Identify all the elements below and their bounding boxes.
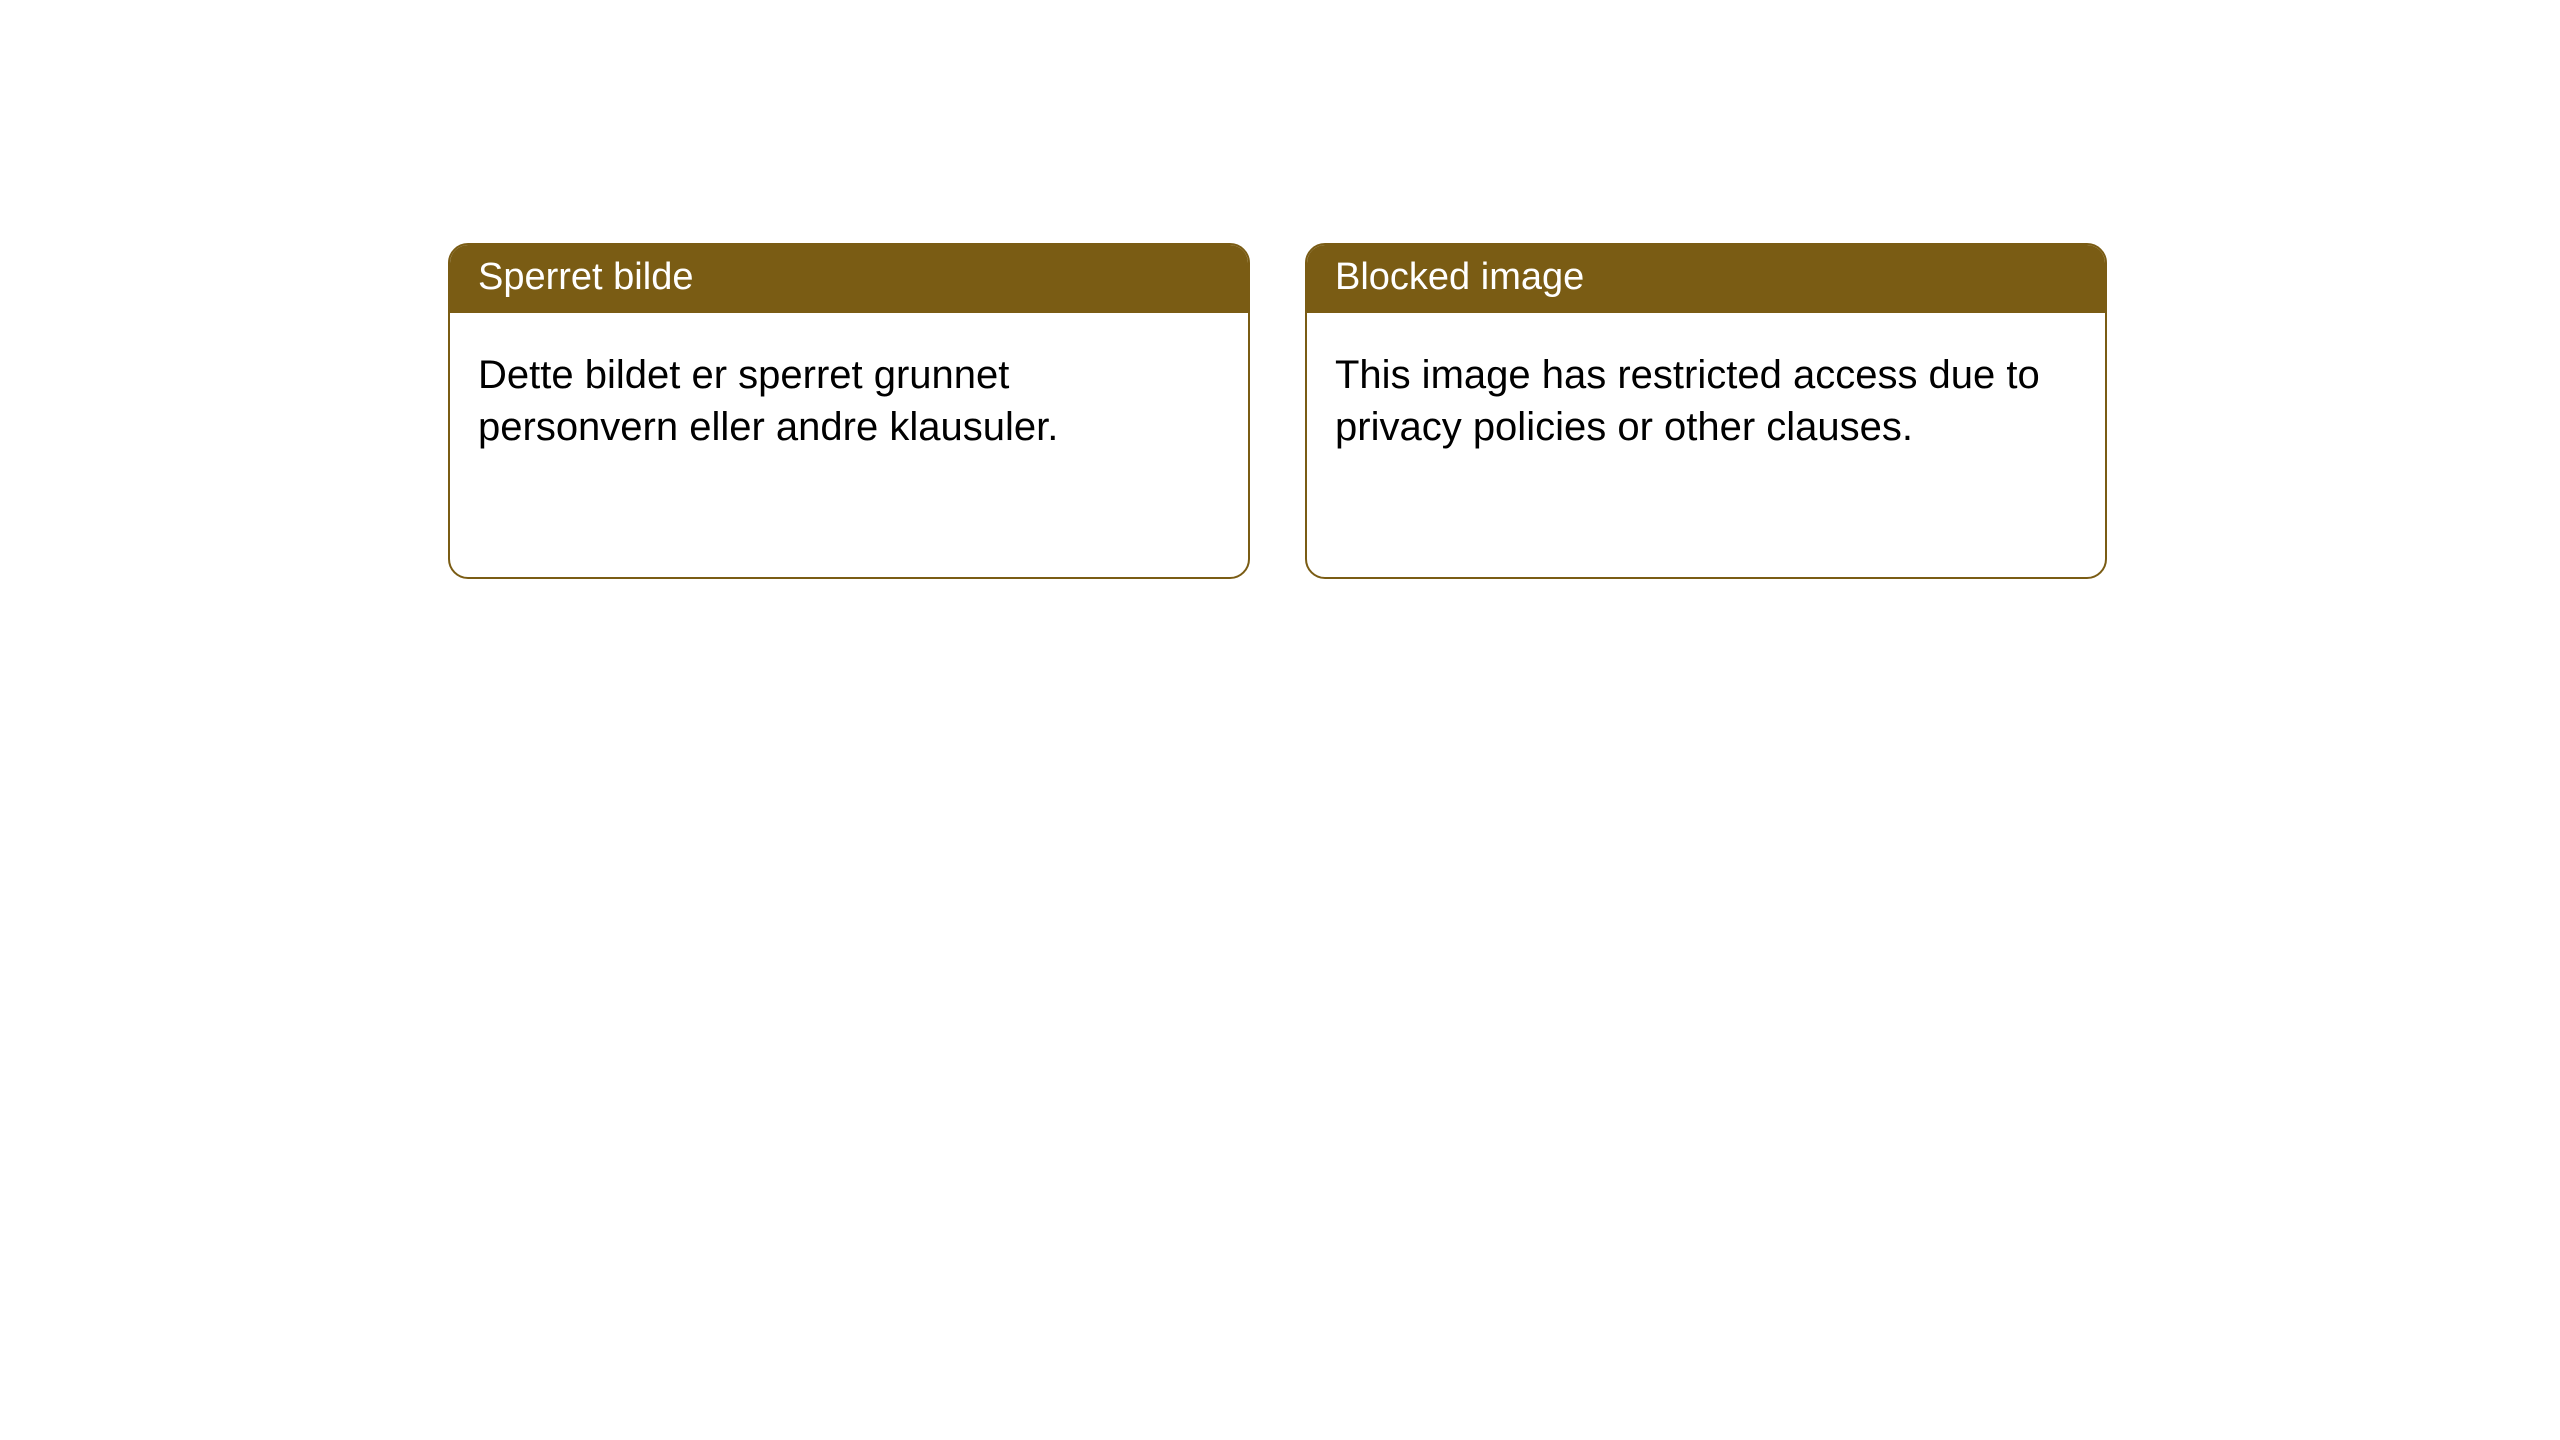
notice-card-body: Dette bildet er sperret grunnet personve… (450, 313, 1248, 489)
notice-card-body: This image has restricted access due to … (1307, 313, 2105, 489)
notice-card-title: Sperret bilde (450, 245, 1248, 313)
notice-card-title: Blocked image (1307, 245, 2105, 313)
notice-cards-container: Sperret bilde Dette bildet er sperret gr… (0, 0, 2560, 579)
notice-card-english: Blocked image This image has restricted … (1305, 243, 2107, 579)
notice-card-norwegian: Sperret bilde Dette bildet er sperret gr… (448, 243, 1250, 579)
